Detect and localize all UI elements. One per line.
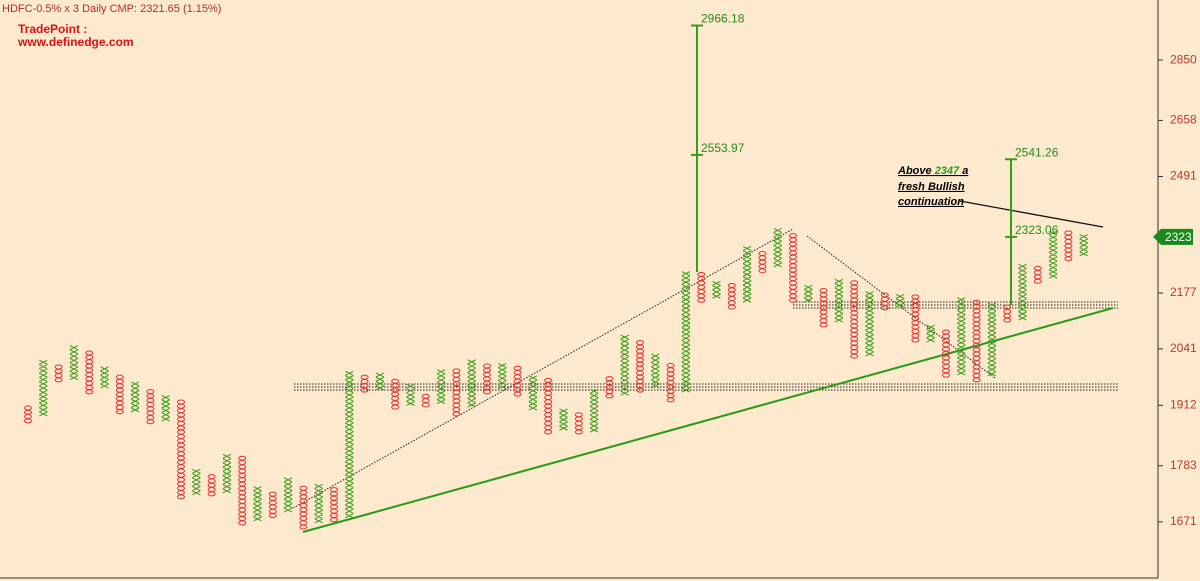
x-column — [987, 302, 997, 377]
x-column — [712, 280, 721, 299]
o-column — [636, 340, 645, 393]
x-column — [100, 366, 109, 389]
brand: TradePoint : — [18, 22, 87, 36]
price-tag-label: 2323 — [1165, 230, 1192, 244]
annotation: Above 2347 a — [897, 165, 968, 177]
price-tag — [1153, 228, 1193, 245]
target-label: 2966.18 — [701, 12, 745, 26]
x-column — [834, 278, 844, 323]
x-column — [895, 293, 905, 308]
o-column — [697, 271, 706, 303]
o-column — [483, 363, 492, 395]
o-column — [666, 362, 675, 403]
x-column — [161, 394, 170, 422]
o-column — [330, 487, 339, 523]
o-column — [727, 283, 736, 310]
y-tick-label: 2491 — [1170, 169, 1197, 183]
chart-title: HDFC-0.5% x 3 Daily CMP: 2321.65 (1.15%) — [2, 3, 221, 15]
x-column — [589, 388, 599, 433]
x-column — [375, 372, 385, 391]
support-bands — [292, 228, 1118, 509]
y-tick-label: 2658 — [1170, 113, 1197, 127]
x-column — [253, 486, 262, 522]
x-column — [926, 324, 935, 343]
o-column — [911, 294, 920, 343]
x-column — [498, 362, 507, 390]
o-column — [758, 250, 767, 274]
o-column — [238, 455, 247, 526]
annotation-level: 2347 — [934, 165, 960, 177]
annotation: continuation — [898, 196, 964, 208]
x-column — [620, 334, 629, 396]
o-column — [85, 350, 94, 395]
annotation-text: a — [959, 165, 968, 177]
o-column — [24, 405, 33, 424]
x-column — [467, 359, 476, 408]
trend-line — [292, 228, 794, 509]
o-column — [942, 329, 951, 378]
annotation-pointer — [959, 200, 1104, 228]
x-column — [406, 383, 415, 406]
o-column — [850, 280, 859, 359]
o-column — [54, 364, 63, 383]
x-column — [1048, 230, 1058, 279]
x-column — [559, 408, 568, 431]
x-column — [651, 353, 660, 389]
x-column — [1018, 263, 1027, 321]
x-column — [39, 359, 48, 417]
y-tick-label: 1783 — [1170, 458, 1197, 472]
y-tick-label: 1912 — [1170, 398, 1197, 412]
x-column — [865, 291, 874, 357]
x-column — [314, 483, 323, 524]
x-column — [192, 468, 201, 496]
o-column — [115, 374, 124, 415]
o-column — [1003, 304, 1012, 323]
o-column — [513, 365, 522, 397]
o-column — [819, 288, 828, 328]
target-label: 2323.06 — [1015, 223, 1059, 237]
o-column — [360, 374, 369, 393]
y-tick-label: 2041 — [1170, 341, 1197, 355]
o-column — [544, 377, 553, 435]
x-column — [345, 370, 354, 519]
o-column — [574, 412, 583, 435]
x-column — [283, 477, 293, 513]
brand-url: www.definedge.com — [17, 35, 134, 49]
x-column — [130, 381, 140, 413]
target-label: 2541.26 — [1015, 145, 1059, 159]
x-column — [528, 375, 538, 411]
x-column — [804, 284, 813, 303]
annotation-text: Above — [897, 165, 935, 177]
x-column — [222, 453, 232, 494]
o-column — [421, 393, 430, 408]
x-column — [773, 227, 782, 268]
y-tick-label: 1671 — [1170, 514, 1197, 528]
x-column — [436, 369, 446, 405]
o-column — [207, 474, 216, 497]
x-column — [69, 345, 79, 381]
y-tick-label: 2177 — [1170, 285, 1197, 299]
o-column — [268, 491, 277, 519]
o-column — [177, 399, 186, 500]
o-column — [299, 485, 308, 530]
o-column — [605, 376, 614, 399]
o-column — [880, 292, 889, 311]
target-label: 2553.97 — [701, 141, 745, 155]
o-column — [1064, 230, 1073, 262]
o-column — [146, 389, 155, 425]
uptrend-line — [302, 307, 1114, 533]
x-column — [957, 297, 966, 376]
x-column — [681, 271, 691, 393]
y-tick-label: 2850 — [1170, 52, 1197, 66]
o-column — [391, 378, 400, 410]
o-column — [789, 233, 798, 303]
annotation: fresh Bullish — [898, 181, 965, 193]
x-column — [742, 246, 752, 303]
x-column — [1079, 234, 1088, 257]
o-column — [1033, 265, 1042, 284]
o-column — [972, 299, 981, 383]
o-column — [452, 368, 461, 417]
